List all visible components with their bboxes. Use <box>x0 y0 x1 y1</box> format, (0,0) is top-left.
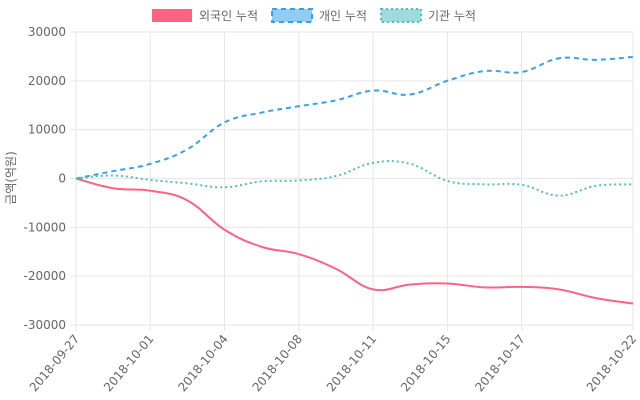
y-tick-label: -10000 <box>23 220 66 234</box>
y-tick-label: 30000 <box>28 25 66 39</box>
legend-label-2: 기관 누적 <box>428 9 476 23</box>
series-line-1 <box>75 55 634 180</box>
legend-label-0: 외국인 누적 <box>199 9 258 23</box>
grid <box>70 31 634 331</box>
x-tick-label: 2018-10-11 <box>324 332 380 394</box>
y-axis-ticks: 30000 20000 10000 0 -10000 -20000 -30000 <box>23 25 66 332</box>
y-tick-label: 0 <box>58 172 66 186</box>
legend-swatch-0 <box>152 9 192 22</box>
x-axis-ticks: 2018-09-27 2018-10-01 2018-10-04 2018-10-08… <box>27 332 640 394</box>
legend-swatch-2 <box>380 8 422 23</box>
y-tick-label: -20000 <box>23 269 66 283</box>
x-tick-label: 2018-10-04 <box>175 332 231 394</box>
y-tick-label: 20000 <box>28 74 66 88</box>
x-tick-label: 2018-10-08 <box>250 332 306 394</box>
x-tick-label: 2018-10-17 <box>472 332 528 394</box>
x-tick-label: 2018-10-22 <box>584 332 640 394</box>
x-tick-label: 2018-10-01 <box>101 332 157 394</box>
legend: 외국인 누적 개인 누적 기관 누적 <box>152 8 476 23</box>
y-tick-label: -30000 <box>23 318 66 332</box>
series-line-2 <box>75 160 634 197</box>
series-lines <box>75 55 634 305</box>
legend-swatch-1 <box>271 8 313 23</box>
y-tick-label: 10000 <box>28 123 66 137</box>
x-tick-label: 2018-10-15 <box>398 332 454 394</box>
x-tick-label: 2018-09-27 <box>27 332 83 394</box>
legend-label-1: 개인 누적 <box>319 9 367 23</box>
series-line-0 <box>75 177 634 305</box>
y-axis-title: 금액(억원) <box>4 151 18 205</box>
